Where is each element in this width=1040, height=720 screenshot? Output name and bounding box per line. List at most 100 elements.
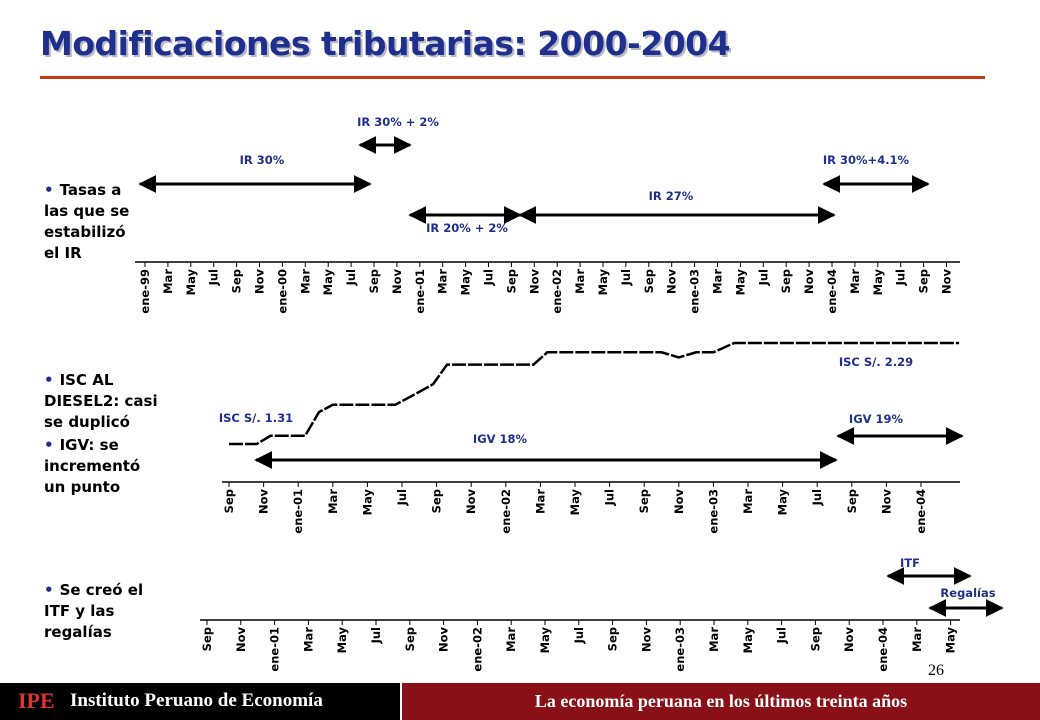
axis-isc-tick-label: Sep — [637, 489, 651, 513]
axis-isc-tick-label: May — [776, 489, 790, 516]
axis-ir-tick-label: Nov — [390, 269, 404, 295]
axis-ir-tick-label: Jul — [207, 269, 221, 286]
bullet-igv-line: IGV: se — [59, 436, 119, 454]
axis-ir-tick-label: ene-99 — [138, 269, 152, 314]
institute-name: Instituto Peruano de Economía — [70, 690, 323, 711]
axis-isc-tick-label: Mar — [741, 489, 755, 514]
axis-ir-tick-label: Nov — [253, 269, 267, 295]
axis-ir-tick-label: Jul — [894, 269, 908, 286]
axis-itf-tick-label: Jul — [775, 627, 789, 644]
axis-ir-tick-label: Sep — [504, 269, 518, 293]
period-regalias-label: Regalías — [940, 586, 995, 600]
axis-isc-tick-label: Jul — [810, 489, 824, 506]
axis-itf-tick-label: Sep — [200, 627, 214, 651]
period-itf-label: ITF — [900, 556, 920, 570]
axis-isc-ticks: Sep Nov ene-01 Mar May Jul Sep Nov ene-02 Mar May J… — [222, 482, 928, 534]
axis-ir-tick-label: May — [459, 269, 473, 296]
bullet-isc-line: ISC AL — [59, 371, 114, 389]
axis-isc-tick-label: Mar — [533, 489, 547, 514]
bullet-ir-line: estabilizó — [44, 223, 126, 241]
axis-itf-tick-label: Mar — [301, 627, 315, 652]
axis-isc-tick-label: Sep — [430, 489, 444, 513]
bullet-igv: • IGV: se incrementó un punto — [44, 435, 164, 498]
axis-ir-tick-label: Mar — [436, 269, 450, 294]
axis-itf-tick-label: Mar — [910, 627, 924, 652]
axis-isc-tick-label: ene-01 — [291, 489, 305, 534]
axis-ir-tick-label: Sep — [367, 269, 381, 293]
footer-tagline: La economía peruana en los últimos trein… — [534, 691, 908, 711]
bullet-dot-icon: • — [44, 436, 54, 454]
period-igv-18-label: IGV 18% — [473, 432, 528, 446]
axis-isc-tick-label: Sep — [222, 489, 236, 513]
axis-ir-tick-label: Nov — [940, 269, 954, 295]
axis-itf-ticks: Sep Nov ene-01 Mar May Jul Sep Nov ene-02 Mar May J… — [200, 620, 958, 672]
ipe-logo-text: IPE — [18, 688, 55, 713]
axis-ir-tick-label: ene-03 — [688, 269, 702, 314]
axis-itf-tick-label: May — [538, 627, 552, 654]
footer-institute: IPE Instituto Peruano de Economía — [0, 683, 402, 720]
bullet-isc-line: DIESEL2: casi — [44, 392, 158, 410]
axis-itf-tick-label: ene-01 — [268, 627, 282, 672]
bullet-igv-line: incrementó — [44, 457, 141, 475]
axis-isc-tick-label: Nov — [464, 489, 478, 515]
axis-ir-tick-label: May — [733, 269, 747, 296]
axis-itf-tick-label: Sep — [403, 627, 417, 651]
period-ir-30-label: IR 30% — [240, 153, 285, 167]
bullet-itf: • Se creó el ITF y las regalías — [44, 580, 164, 643]
bullet-ir-line: Tasas a — [59, 181, 122, 199]
axis-ir-tick-label: Sep — [779, 269, 793, 293]
axis-itf-tick-label: Mar — [707, 627, 721, 652]
axis-isc-tick-label: Jul — [395, 489, 409, 506]
axis-ir-tick-label: Mar — [298, 269, 312, 294]
bullet-igv-line: un punto — [44, 478, 121, 496]
axis-ir-tick-label: Jul — [344, 269, 358, 286]
axis-ir-tick-label: May — [871, 269, 885, 296]
axis-isc-tick-label: Sep — [845, 489, 859, 513]
axis-itf-tick-label: Nov — [639, 627, 653, 653]
isc-series-line — [229, 341, 960, 446]
axis-ir-tick-label: Mar — [711, 269, 725, 294]
axis-isc-tick-label: ene-02 — [499, 489, 513, 534]
axis-itf-tick-label: ene-02 — [470, 627, 484, 672]
page-number: 26 — [928, 662, 944, 679]
page-title: Modificaciones tributarias: 2000-2004 — [40, 24, 731, 63]
axis-itf-tick-label: ene-03 — [673, 627, 687, 672]
axis-itf-tick-label: May — [944, 627, 958, 654]
axis-ir-tick-label: Mar — [573, 269, 587, 294]
axis-isc-tick-label: Nov — [672, 489, 686, 515]
axis-ir-tick-label: ene-00 — [275, 269, 289, 314]
axis-itf-tick-label: Sep — [606, 627, 620, 651]
bullet-itf-line: ITF y las — [44, 602, 115, 620]
bullet-ir-line: el IR — [44, 244, 82, 262]
bullet-isc-line: se duplicó — [44, 413, 130, 431]
axis-ir-tick-label: ene-01 — [413, 269, 427, 314]
axis-ir-tick-label: ene-02 — [550, 269, 564, 314]
axis-ir-tick-label: May — [184, 269, 198, 296]
bullet-itf-line: Se creó el — [59, 581, 144, 599]
axis-isc-tick-label: Nov — [879, 489, 893, 515]
footer-bar: IPE Instituto Peruano de Economía La eco… — [0, 683, 1040, 720]
axis-ir-tick-label: Nov — [527, 269, 541, 295]
axis-ir-tick-label: May — [321, 269, 335, 296]
axis-itf-tick-label: Sep — [808, 627, 822, 651]
axis-itf-tick-label: May — [335, 627, 349, 654]
axis-ir-tick-label: Jul — [619, 269, 633, 286]
isc-start-label: ISC S/. 1.31 — [219, 411, 293, 425]
axis-ir-tick-label: Mar — [161, 269, 175, 294]
axis-ir-tick-label: May — [596, 269, 610, 296]
period-ir-30-41-label: IR 30%+4.1% — [823, 153, 910, 167]
axis-ir-tick-label: Mar — [848, 269, 862, 294]
axis-ir-tick-label: Nov — [802, 269, 816, 295]
tax-timeline-diagram: ene-99 Mar May Jul Sep Nov ene-00 Mar May Jul Sep N… — [135, 115, 1004, 672]
axis-isc-tick-label: Jul — [603, 489, 617, 506]
isc-end-label: ISC S/. 2.29 — [839, 355, 913, 369]
period-ir-27-label: IR 27% — [649, 189, 694, 203]
axis-ir-tick-label: Sep — [642, 269, 656, 293]
axis-isc-tick-label: May — [360, 489, 374, 516]
axis-itf-tick-label: May — [741, 627, 755, 654]
axis-ir-tick-label: Jul — [756, 269, 770, 286]
axis-ir-tick-label: ene-04 — [825, 269, 839, 314]
axis-ir-tick-label: Sep — [230, 269, 244, 293]
axis-isc-tick-label: Mar — [326, 489, 340, 514]
